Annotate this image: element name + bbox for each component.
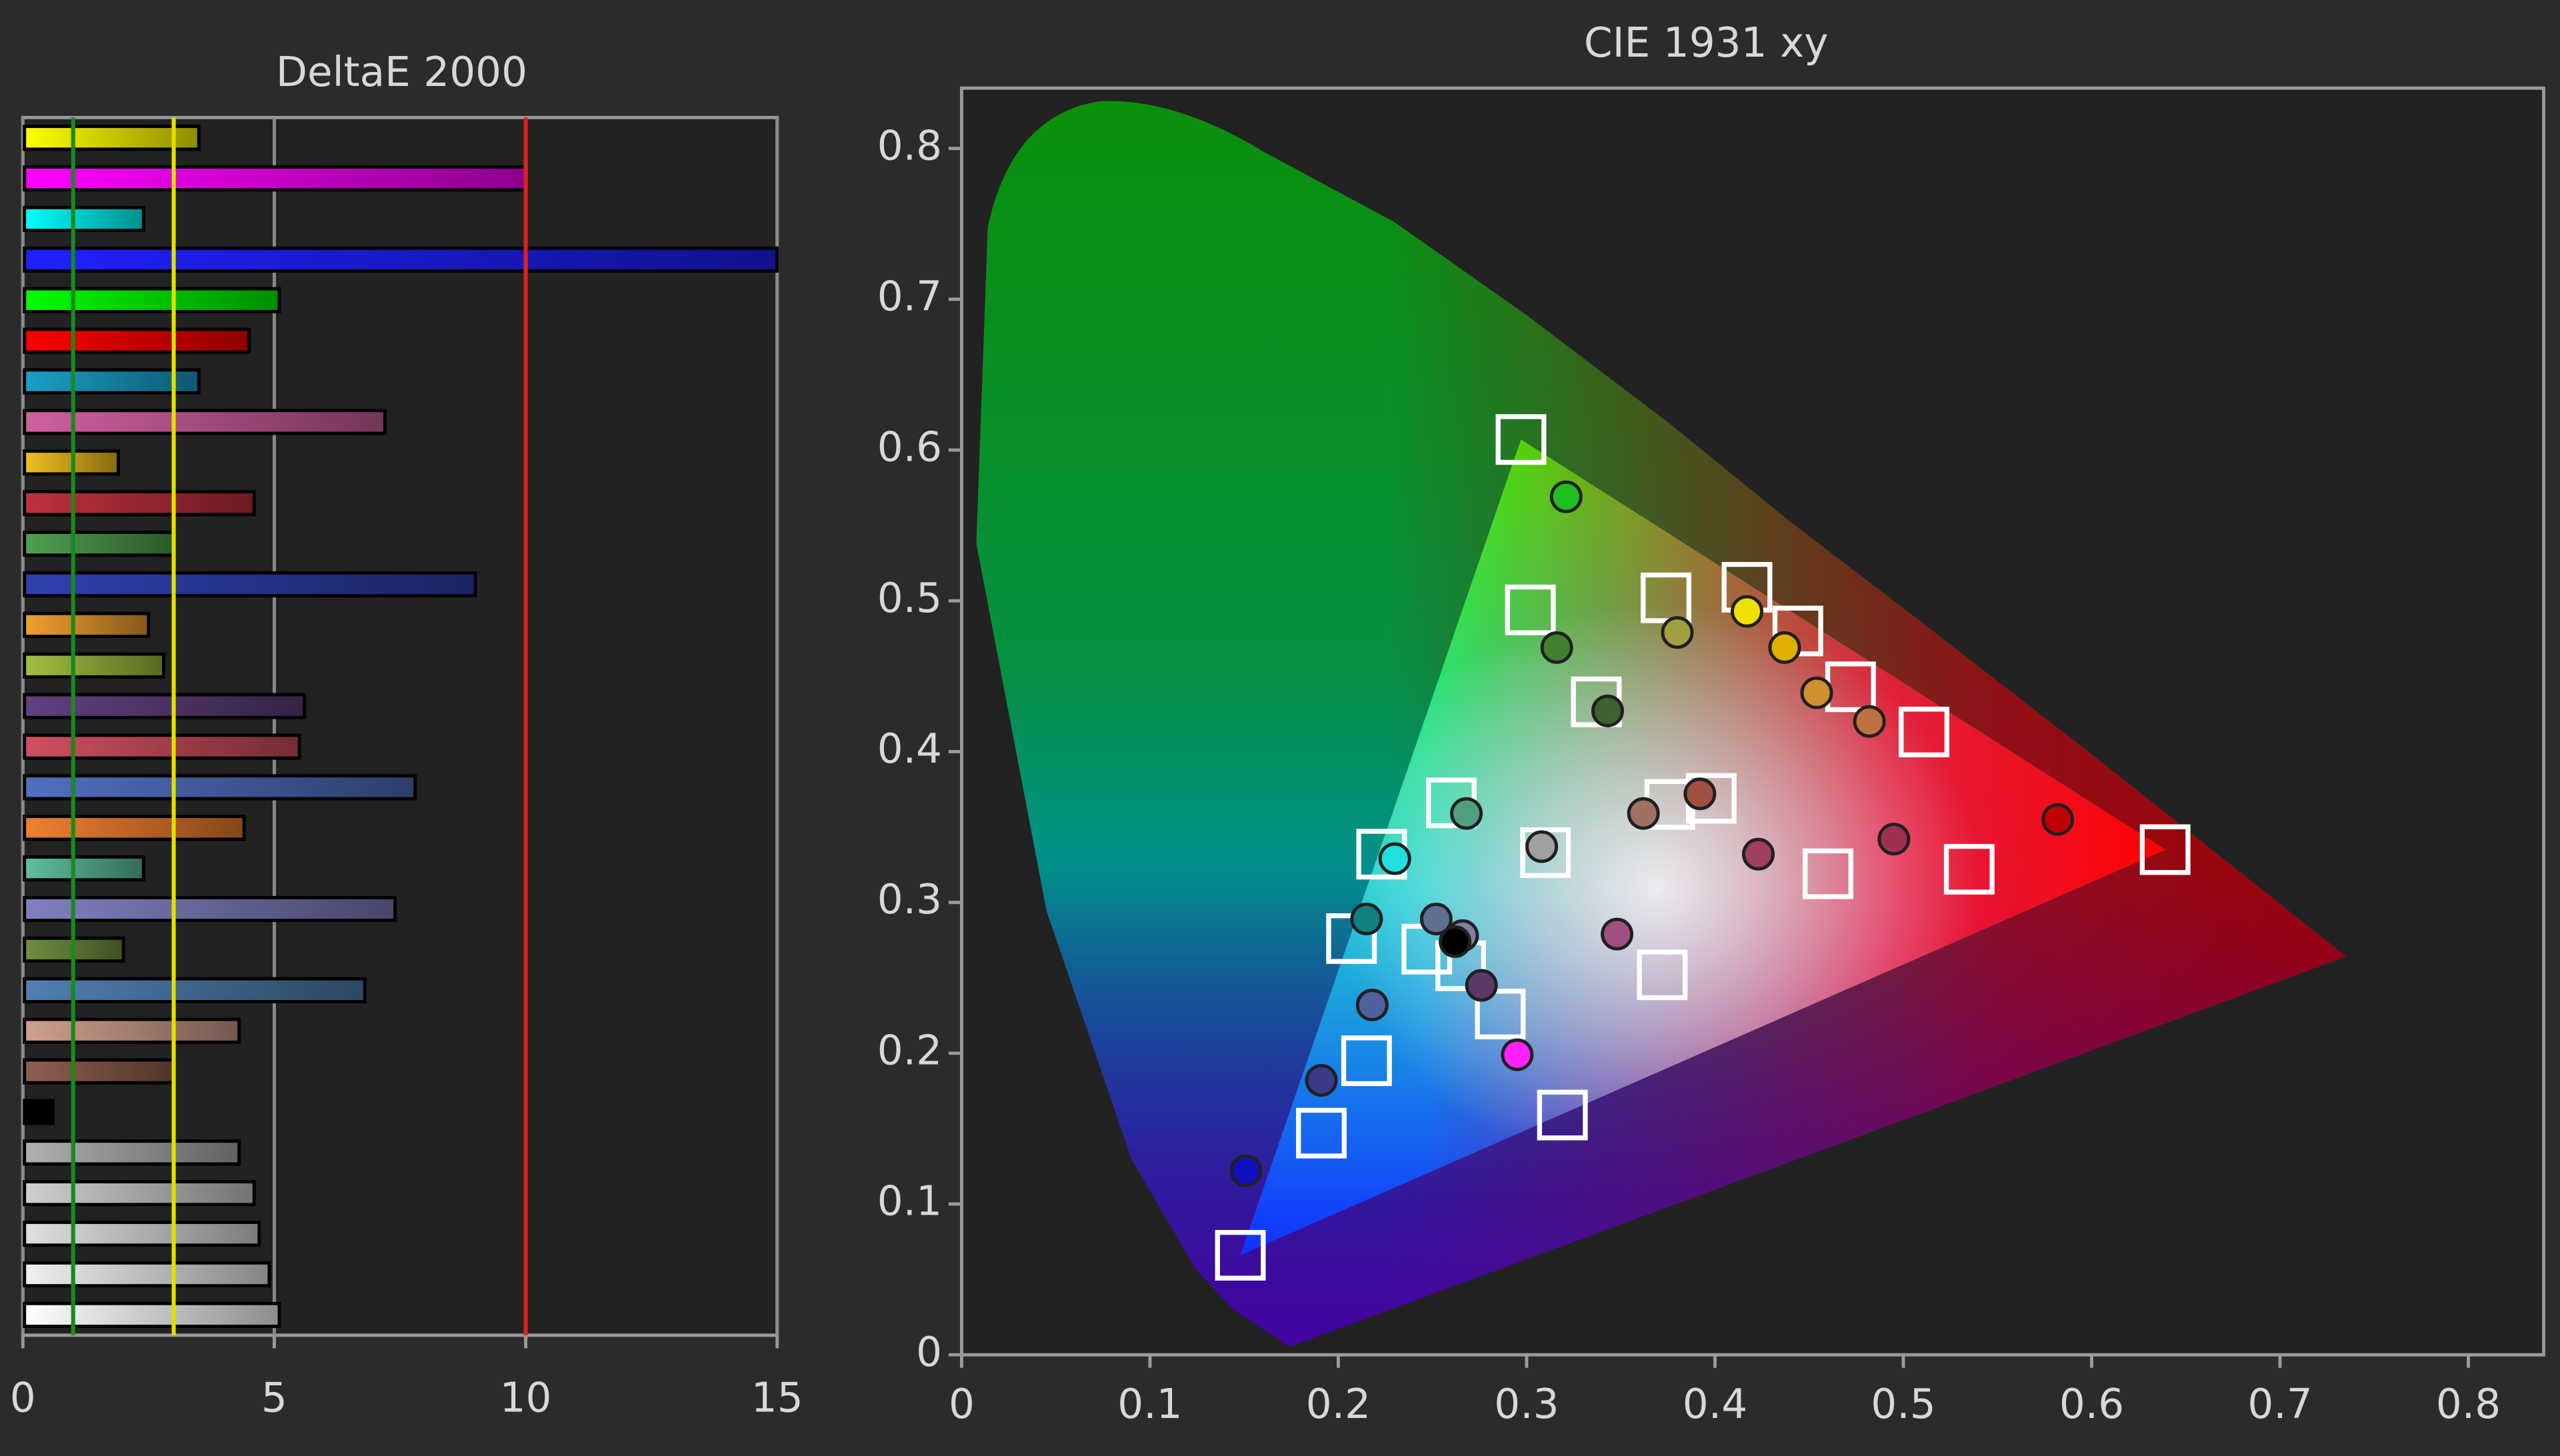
target-marker	[1296, 1107, 1347, 1159]
measured-marker	[1627, 797, 1660, 830]
measured-marker	[1355, 988, 1389, 1021]
x-tick-label: 10	[500, 1374, 552, 1421]
measured-marker	[1549, 480, 1583, 513]
measured-marker	[1800, 676, 1833, 709]
bar-shade	[24, 735, 300, 759]
x-tick-label: 0.1	[1117, 1381, 1182, 1428]
measured-marker	[1591, 694, 1624, 727]
bar-shade	[24, 167, 526, 190]
x-tick-label: 0	[10, 1374, 36, 1421]
bar-shade	[24, 573, 476, 596]
bar-shade	[24, 979, 365, 1002]
y-tick-label: 0.5	[877, 575, 942, 622]
x-tick-label: 0.4	[1683, 1381, 1747, 1428]
x-tick-label: 0.8	[2436, 1381, 2501, 1428]
y-tick-label: 0.7	[877, 273, 942, 320]
measured-marker	[1661, 616, 1694, 649]
x-tick-label: 0.6	[2059, 1381, 2124, 1428]
bar-shade	[24, 1263, 269, 1286]
target-marker	[1505, 584, 1556, 635]
measured-marker	[1439, 925, 1472, 958]
bar-shade	[24, 491, 255, 515]
target-marker	[1341, 1035, 1392, 1087]
measured-marker	[1853, 705, 1886, 738]
bar-shade	[24, 248, 777, 271]
measured-marker	[1877, 823, 1911, 856]
measured-marker	[1305, 1064, 1338, 1097]
measured-marker	[1768, 631, 1801, 664]
bar-shade	[24, 857, 144, 880]
y-tick-label: 0	[916, 1329, 942, 1376]
bar-shade	[24, 613, 149, 637]
measured-marker	[1525, 830, 1559, 863]
x-tick-label: 0.3	[1494, 1381, 1559, 1428]
bar-shade	[24, 694, 305, 718]
measured-marker	[1350, 903, 1383, 935]
gamut-layer	[1240, 439, 2165, 1255]
target-marker	[1637, 949, 1688, 1001]
x-tick-label: 0.2	[1306, 1381, 1371, 1428]
x-tick-label: 0.7	[2247, 1381, 2312, 1428]
target-marker	[2139, 824, 2191, 875]
bar-shade	[24, 897, 395, 921]
x-tick-label: 0	[949, 1381, 975, 1428]
target-marker	[1537, 1089, 1588, 1141]
bar-shade	[24, 1059, 174, 1083]
measured-marker	[1683, 777, 1717, 811]
bar-shade	[24, 410, 385, 434]
bar-shade	[24, 289, 279, 312]
measured-marker	[1601, 917, 1634, 951]
measured-marker	[1465, 969, 1498, 1002]
target-marker	[1943, 843, 1995, 895]
y-tick-label: 0.4	[877, 725, 942, 773]
bar-shade	[24, 1141, 239, 1164]
target-marker	[1520, 827, 1571, 878]
measured-marker	[1731, 595, 1763, 628]
target-marker	[1475, 989, 1526, 1039]
bar-shade	[24, 1181, 255, 1205]
target-marker	[1641, 572, 1691, 623]
bar-shade	[24, 1303, 279, 1327]
target-marker	[1495, 414, 1547, 465]
x-tick-label: 0.5	[1871, 1381, 1935, 1428]
target-marker	[1215, 1229, 1266, 1281]
bar-shade	[24, 1100, 53, 1124]
measured-marker	[1378, 842, 1411, 875]
bar-shade	[24, 1019, 239, 1043]
y-tick-label: 0.3	[877, 876, 942, 923]
measured-marker	[1741, 837, 1775, 871]
bar-shade	[24, 329, 249, 353]
bar-plot-area	[21, 115, 779, 1337]
bar-shade	[24, 775, 415, 799]
bar-shade	[24, 126, 199, 149]
y-tick-label: 0.8	[877, 122, 942, 169]
chart-title: DeltaE 2000	[276, 49, 527, 96]
x-tick-label: 15	[751, 1374, 803, 1421]
measured-marker	[1450, 797, 1483, 830]
bar-shade	[24, 816, 245, 839]
x-tick-label: 5	[261, 1374, 287, 1421]
y-tick-label: 0.6	[877, 424, 942, 471]
bar-shade	[24, 369, 199, 393]
bar-shade	[24, 1222, 259, 1245]
measured-marker	[1229, 1154, 1263, 1187]
measured-marker	[2041, 803, 2075, 836]
y-tick-label: 0.1	[877, 1178, 942, 1225]
gamut-white-tint	[1240, 439, 2165, 1255]
y-tick-label: 0.2	[877, 1027, 942, 1074]
bar-shade	[24, 654, 164, 677]
bar-shade	[24, 207, 144, 231]
target-marker	[1899, 707, 1950, 757]
chart-title: CIE 1931 xy	[1584, 19, 1829, 67]
target-marker	[1803, 848, 1853, 899]
measured-marker	[1501, 1038, 1534, 1071]
bar-shade	[24, 532, 174, 555]
measured-marker	[1419, 903, 1453, 935]
measured-marker	[1540, 631, 1573, 664]
